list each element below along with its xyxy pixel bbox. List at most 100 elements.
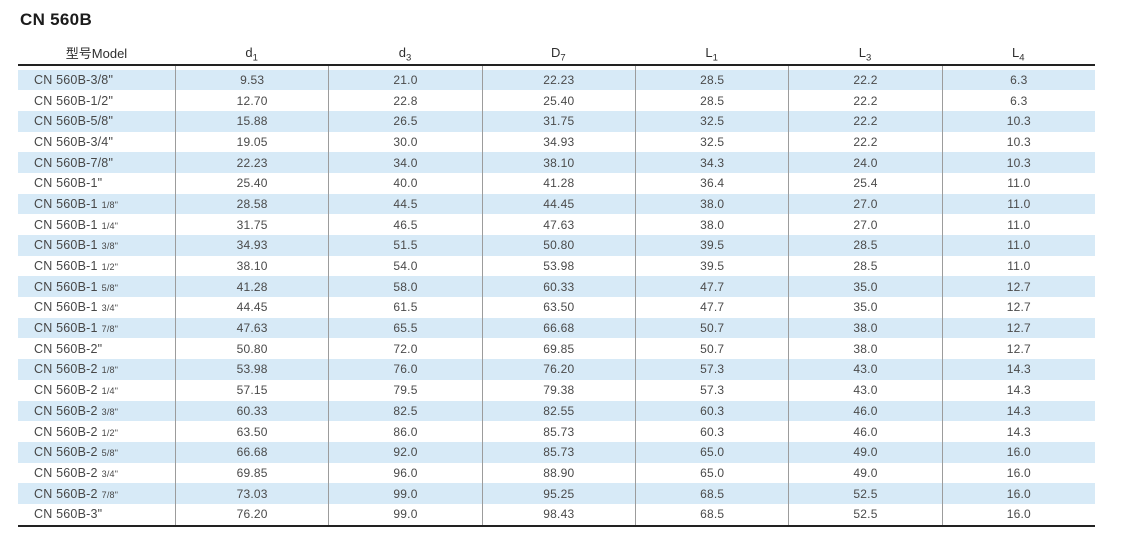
table-header-row: 型号Model d1 d3 D7 L1 L3 L4 — [18, 40, 1095, 66]
column-header-label: L — [1012, 44, 1020, 60]
value-cell: 22.23 — [175, 152, 328, 173]
value-cell: 38.0 — [788, 317, 941, 339]
value-cell: 12.7 — [941, 317, 1095, 339]
value-cell: 28.5 — [634, 90, 788, 111]
value-cell: 16.0 — [941, 483, 1095, 504]
value-cell: 38.0 — [634, 214, 788, 235]
value-cell: 44.45 — [175, 297, 328, 318]
model-name: CN 560B-3" — [34, 507, 103, 522]
value-cell: 50.80 — [175, 338, 328, 360]
table-row: CN 560B-2 1/4" 57.15 79.5 79.38 57.3 43.0 14.3 — [18, 379, 1095, 401]
model-cell: CN 560B-7/8" — [18, 152, 175, 173]
value-cell: 19.05 — [175, 131, 328, 153]
value-cell: 22.23 — [481, 69, 635, 91]
model-name: CN 560B-1 — [34, 238, 98, 253]
value-cell: 52.5 — [788, 483, 941, 504]
page-title: CN 560B — [20, 10, 93, 29]
table-row: CN 560B-3/8" 9.53 21.0 22.23 28.5 22.2 6.3 — [18, 69, 1095, 91]
column-header-label: L — [858, 44, 866, 60]
value-cell: 44.45 — [481, 193, 635, 215]
value-cell: 10.3 — [941, 152, 1095, 173]
value-cell: 46.0 — [788, 421, 941, 442]
value-cell: 28.5 — [788, 255, 941, 277]
model-fraction-suffix: 1/2" — [101, 262, 119, 273]
spacer-cell — [634, 66, 788, 70]
spacer-cell — [328, 66, 481, 70]
value-cell: 60.3 — [634, 400, 788, 422]
value-cell: 53.98 — [481, 255, 635, 277]
value-cell: 46.5 — [328, 214, 481, 235]
value-cell: 57.3 — [634, 379, 788, 401]
model-cell: CN 560B-3" — [18, 504, 175, 525]
value-cell: 76.20 — [481, 359, 635, 380]
value-cell: 39.5 — [634, 235, 788, 256]
value-cell: 99.0 — [328, 503, 481, 525]
spacer-cell — [481, 66, 635, 70]
value-cell: 24.0 — [788, 152, 941, 173]
value-cell: 99.0 — [328, 483, 481, 504]
value-cell: 9.53 — [175, 69, 328, 91]
spacer-cell — [788, 66, 941, 70]
value-cell: 30.0 — [328, 131, 481, 153]
value-cell: 10.3 — [941, 131, 1095, 153]
model-name: CN 560B-1 — [34, 279, 98, 294]
value-cell: 11.0 — [941, 172, 1095, 194]
value-cell: 38.10 — [175, 255, 328, 277]
value-cell: 50.7 — [634, 317, 788, 339]
table-row: CN 560B-3" 76.20 99.0 98.43 68.5 52.5 16.0 — [18, 503, 1095, 525]
column-header-label: L — [705, 44, 713, 60]
model-cell: CN 560B-1 7/8" — [18, 318, 175, 339]
value-cell: 14.3 — [941, 359, 1095, 380]
model-fraction-suffix: 3/4" — [101, 303, 119, 314]
value-cell: 40.0 — [328, 172, 481, 194]
value-cell: 44.5 — [328, 193, 481, 215]
model-fraction-suffix: 3/4" — [101, 468, 119, 479]
value-cell: 79.38 — [481, 379, 635, 401]
value-cell: 27.0 — [788, 214, 941, 235]
value-cell: 32.5 — [634, 131, 788, 153]
model-cell: CN 560B-1 3/8" — [18, 235, 175, 256]
model-fraction-suffix: 1/8" — [101, 199, 119, 210]
value-cell: 38.0 — [788, 338, 941, 360]
value-cell: 66.68 — [481, 317, 635, 339]
value-cell: 12.7 — [941, 297, 1095, 318]
model-fraction-suffix: 7/8" — [101, 324, 119, 335]
column-header-label: D — [550, 44, 561, 60]
value-cell: 16.0 — [941, 503, 1095, 525]
table-row: CN 560B-2 3/4" 69.85 96.0 88.90 65.0 49.0 16.0 — [18, 462, 1095, 484]
value-cell: 16.0 — [941, 462, 1095, 484]
model-fraction-suffix: 1/4" — [101, 220, 119, 231]
spacer-cell — [941, 66, 1095, 70]
model-cell: CN 560B-2 1/4" — [18, 380, 175, 401]
value-cell: 12.70 — [175, 90, 328, 111]
value-cell: 68.5 — [634, 503, 788, 525]
value-cell: 6.3 — [941, 69, 1095, 91]
model-cell: CN 560B-1/2" — [18, 90, 175, 111]
value-cell: 47.63 — [481, 214, 635, 235]
value-cell: 14.3 — [941, 421, 1095, 442]
value-cell: 14.3 — [941, 400, 1095, 422]
value-cell: 65.5 — [328, 317, 481, 339]
model-cell: CN 560B-1 1/4" — [18, 214, 175, 235]
value-cell: 22.8 — [328, 90, 481, 111]
column-header-subscript: 4 — [1019, 52, 1025, 64]
value-cell: 35.0 — [788, 297, 941, 318]
value-cell: 50.7 — [634, 338, 788, 360]
table-row: CN 560B-1 1/8" 28.58 44.5 44.45 38.0 27.0 11.0 — [18, 193, 1095, 215]
table-row: CN 560B-1 7/8" 47.63 65.5 66.68 50.7 38.0 12.7 — [18, 317, 1095, 339]
value-cell: 43.0 — [788, 359, 941, 380]
model-fraction-suffix: 1/8" — [101, 365, 119, 376]
value-cell: 63.50 — [175, 421, 328, 442]
model-cell: CN 560B-2 1/2" — [18, 421, 175, 442]
value-cell: 46.0 — [788, 400, 941, 422]
value-cell: 36.4 — [634, 172, 788, 194]
value-cell: 22.2 — [788, 69, 941, 91]
model-name: CN 560B-2" — [34, 341, 103, 356]
model-fraction-suffix: 1/2" — [101, 427, 119, 438]
value-cell: 47.7 — [634, 276, 788, 298]
value-cell: 41.28 — [481, 172, 635, 194]
value-cell: 52.5 — [788, 503, 941, 525]
table-row: CN 560B-5/8" 15.88 26.5 31.75 32.5 22.2 10.3 — [18, 110, 1095, 132]
model-name: CN 560B-2 — [34, 362, 98, 377]
model-name: CN 560B-1 — [34, 196, 98, 211]
